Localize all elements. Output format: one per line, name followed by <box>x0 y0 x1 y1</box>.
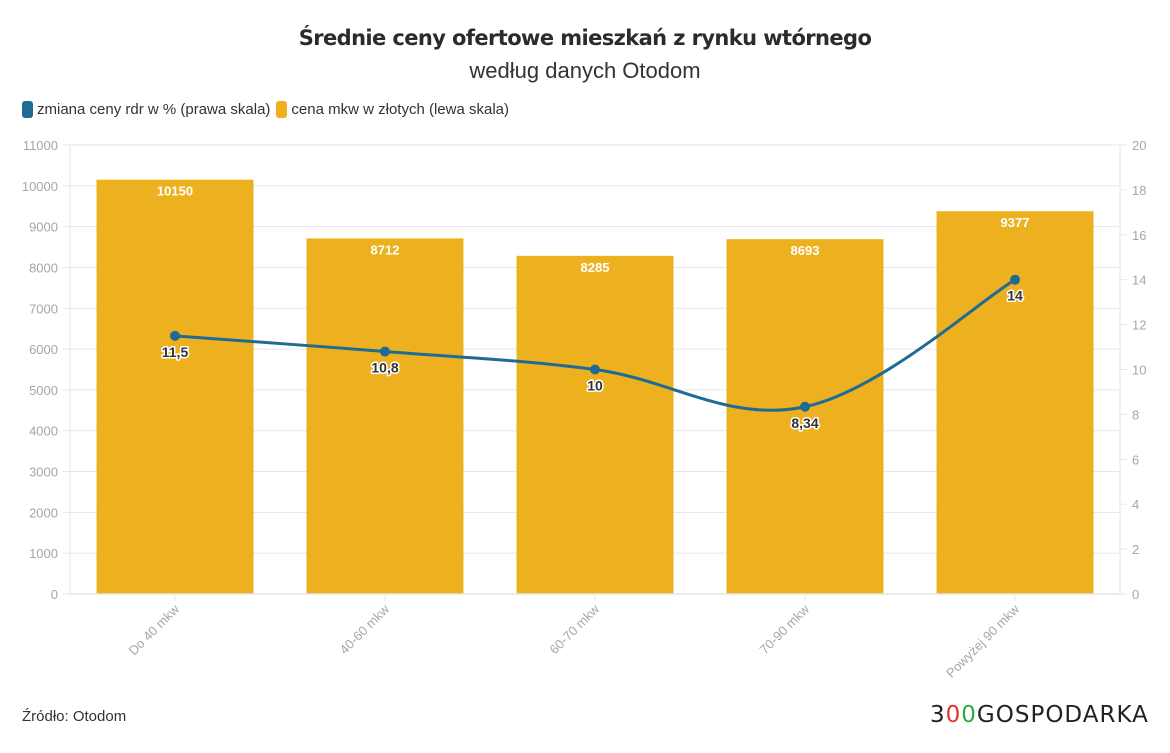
left-axis-tick-label: 9000 <box>29 220 58 235</box>
left-axis-tick-label: 1000 <box>29 546 58 561</box>
x-axis-category-label: Powyżej 90 mkw <box>943 601 1022 680</box>
line-value-label: 10 <box>587 378 603 394</box>
x-axis-category-label: Do 40 mkw <box>126 601 183 658</box>
brand-logo: 300GOSPODARKA <box>930 702 1149 728</box>
line-value-label: 8,34 <box>791 415 818 431</box>
right-axis-tick-label: 4 <box>1132 497 1139 512</box>
right-axis-tick-label: 20 <box>1132 138 1146 153</box>
line-point <box>1010 274 1020 285</box>
bar <box>936 211 1094 594</box>
x-axis-category-label: 70-90 mkw <box>757 601 813 657</box>
right-axis-tick-label: 14 <box>1132 273 1146 288</box>
right-axis-tick-label: 10 <box>1132 363 1146 378</box>
right-axis-tick-label: 12 <box>1132 318 1146 333</box>
legend: zmiana ceny rdr w % (prawa skala) cena m… <box>22 101 515 118</box>
legend-swatch-line-icon <box>22 101 33 118</box>
legend-item-price[interactable]: cena mkw w złotych (lewa skala) <box>276 101 509 118</box>
x-axis-category-label: 60-70 mkw <box>547 601 603 657</box>
bar-value-label: 8712 <box>371 242 400 257</box>
line-value-label: 11,5 <box>162 344 189 360</box>
right-axis-tick-label: 6 <box>1132 452 1139 467</box>
bar-value-label: 9377 <box>1001 215 1030 230</box>
legend-item-change[interactable]: zmiana ceny rdr w % (prawa skala) <box>22 101 270 118</box>
bar <box>306 238 464 594</box>
bar <box>726 239 884 594</box>
legend-label: cena mkw w złotych (lewa skala) <box>291 101 509 118</box>
bar-value-label: 8693 <box>791 243 820 258</box>
right-axis-tick-label: 2 <box>1132 542 1139 557</box>
left-axis-tick-label: 11000 <box>23 138 58 153</box>
source-note: Źródło: Otodom <box>22 708 127 725</box>
left-axis-tick-label: 4000 <box>29 424 58 439</box>
right-axis-tick-label: 0 <box>1132 587 1139 602</box>
left-axis-tick-label: 3000 <box>29 465 58 480</box>
bar-value-label: 8285 <box>581 260 610 275</box>
left-axis-tick-label: 7000 <box>29 301 58 316</box>
line-point <box>380 346 390 357</box>
left-axis-tick-label: 6000 <box>29 342 58 357</box>
line-point <box>800 401 810 412</box>
left-axis-tick-label: 5000 <box>29 383 58 398</box>
line-value-label: 10,8 <box>371 360 398 376</box>
chart-subtitle: według danych Otodom <box>469 58 701 83</box>
line-point <box>590 364 600 375</box>
bar <box>96 179 254 595</box>
x-axis-category-label: 40-60 mkw <box>337 601 393 657</box>
bar <box>516 255 674 595</box>
line-point <box>170 330 180 341</box>
right-axis-tick-label: 18 <box>1132 183 1146 198</box>
left-axis-tick-label: 0 <box>51 587 58 602</box>
chart-title: Średnie ceny ofertowe mieszkań z rynku w… <box>298 26 872 50</box>
line-value-label: 14 <box>1007 288 1023 304</box>
legend-label: zmiana ceny rdr w % (prawa skala) <box>37 101 271 118</box>
legend-swatch-bar-icon <box>276 101 288 118</box>
bar-value-label: 10150 <box>157 184 193 199</box>
right-axis-tick-label: 8 <box>1132 407 1139 422</box>
left-axis-tick-label: 2000 <box>29 505 58 520</box>
left-axis-tick-label: 8000 <box>29 260 58 275</box>
left-axis-tick-label: 10000 <box>22 179 58 194</box>
right-axis-tick-label: 16 <box>1132 228 1146 243</box>
